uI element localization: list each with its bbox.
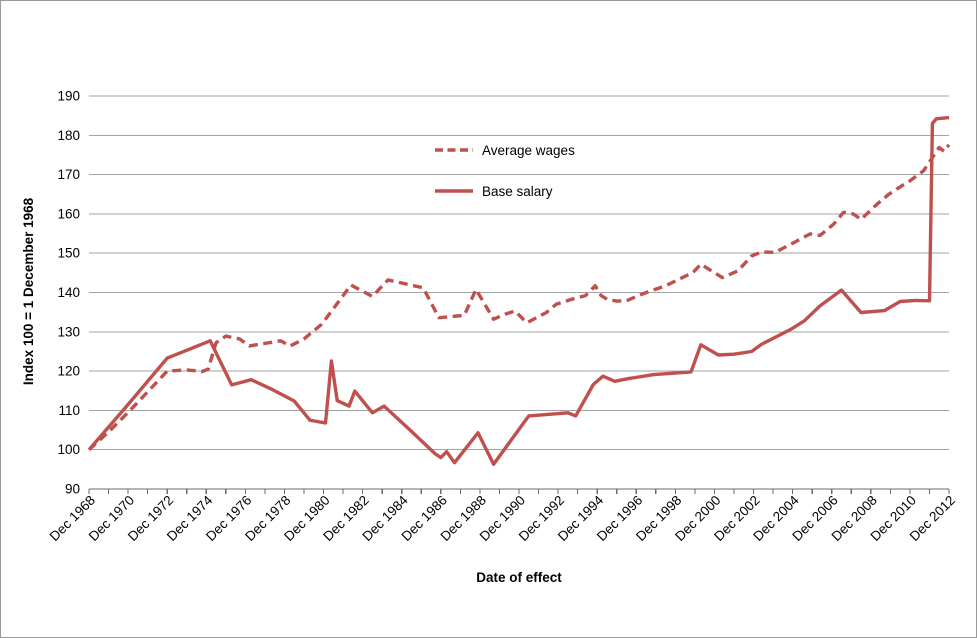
y-tick-label-170: 170 — [57, 167, 80, 182]
y-tick-label-180: 180 — [57, 128, 80, 143]
y-tick-label-190: 190 — [57, 89, 80, 104]
y-tick-label-100: 100 — [57, 442, 80, 457]
x-axis-title: Date of effect — [476, 570, 562, 585]
y-tick-label-150: 150 — [57, 246, 80, 261]
y-axis-title: Index 100 = 1 December 1968 — [21, 197, 36, 386]
chart-legend: Average wages Base salary — [434, 138, 575, 220]
series-line-base-salary — [87, 115, 950, 466]
legend-item-average-wages: Average wages — [434, 138, 575, 162]
y-tick-label-120: 120 — [57, 364, 80, 379]
legend-label: Base salary — [482, 183, 553, 199]
series-line-average-wages — [87, 143, 951, 451]
legend-label: Average wages — [482, 142, 575, 158]
y-tick-label-130: 130 — [57, 324, 80, 339]
y-tick-label-90: 90 — [65, 482, 80, 497]
y-tick-label-110: 110 — [58, 403, 80, 418]
legend-swatch-dashed — [435, 148, 473, 152]
legend-item-base-salary: Base salary — [434, 179, 575, 203]
y-tick-label-160: 160 — [57, 206, 80, 221]
y-tick-label-140: 140 — [57, 285, 80, 300]
legend-swatch-solid — [435, 189, 473, 193]
